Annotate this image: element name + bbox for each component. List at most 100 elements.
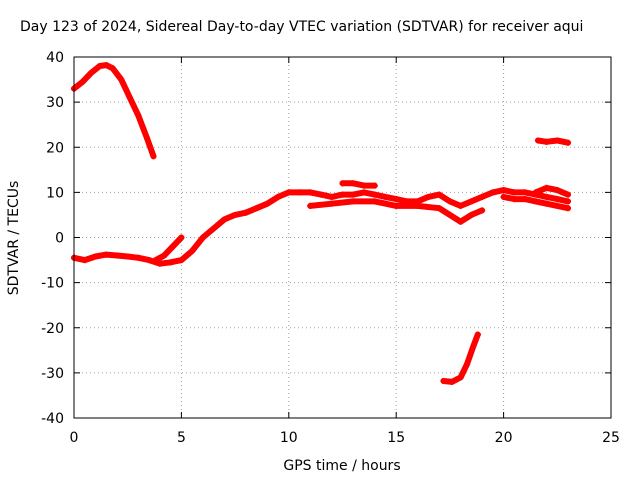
data-point — [565, 198, 572, 205]
data-point — [534, 137, 541, 144]
series-arc-9 — [339, 180, 378, 189]
data-point — [360, 189, 367, 196]
x-axis-label: GPS time / hours — [283, 458, 400, 474]
data-point — [457, 218, 464, 225]
data-point — [449, 378, 456, 385]
y-tick-label: 30 — [46, 95, 64, 111]
data-point — [371, 182, 378, 189]
data-point — [307, 189, 314, 196]
data-point — [565, 191, 572, 198]
series-arc-1 — [71, 62, 157, 160]
data-point — [318, 191, 325, 198]
data-point — [109, 65, 116, 72]
x-tick-label: 0 — [70, 430, 79, 446]
y-axis-label: SDTVAR / TECUs — [6, 181, 22, 296]
data-point — [189, 248, 196, 255]
data-point — [339, 191, 346, 198]
data-point — [144, 135, 151, 142]
series-layer — [71, 62, 572, 385]
data-point — [543, 138, 550, 145]
data-point — [464, 360, 471, 367]
data-point — [554, 202, 561, 209]
tick-layer: 0 5 10 15 20 25 40 30 20 10 0 -10 -20 -30 -40 — [41, 50, 620, 446]
y-tick-label: -10 — [41, 276, 64, 292]
data-point — [221, 216, 228, 223]
data-point — [81, 257, 88, 264]
data-point — [371, 191, 378, 198]
data-point — [468, 198, 475, 205]
data-point — [393, 202, 400, 209]
x-tick-label: 15 — [387, 430, 405, 446]
data-point — [489, 189, 496, 196]
data-point — [103, 251, 110, 258]
series-arc-4 — [152, 234, 185, 264]
series-arc-6 — [535, 137, 571, 146]
data-point — [150, 153, 157, 160]
data-point — [446, 211, 453, 218]
data-point — [126, 94, 133, 101]
data-point — [543, 193, 550, 200]
data-point — [146, 257, 153, 264]
data-point — [554, 137, 561, 144]
y-tick-label: -20 — [41, 321, 64, 337]
data-point — [511, 196, 518, 203]
data-point — [543, 184, 550, 191]
data-point — [152, 257, 159, 264]
data-point — [500, 193, 507, 200]
data-point — [470, 342, 477, 349]
data-point — [339, 180, 346, 187]
data-point — [554, 196, 561, 203]
grid-layer — [74, 57, 611, 418]
x-tick-label: 10 — [280, 430, 298, 446]
data-point — [565, 205, 572, 212]
data-point — [554, 187, 561, 194]
data-point — [178, 234, 185, 241]
data-point — [522, 189, 529, 196]
data-point — [232, 211, 239, 218]
series-arc-2 — [71, 187, 571, 267]
data-point — [350, 191, 357, 198]
x-tick-label: 25 — [602, 430, 620, 446]
data-point — [307, 202, 314, 209]
y-tick-label: 0 — [55, 231, 64, 247]
data-point — [96, 63, 103, 70]
data-point — [264, 200, 271, 207]
data-point — [474, 331, 481, 338]
data-point — [178, 257, 185, 264]
data-point — [161, 252, 168, 259]
data-point — [543, 200, 550, 207]
data-point — [199, 234, 206, 241]
data-point — [371, 198, 378, 205]
data-point — [393, 196, 400, 203]
data-point — [135, 112, 142, 119]
data-point — [92, 253, 99, 260]
data-point — [350, 198, 357, 205]
data-point — [436, 191, 443, 198]
data-point — [382, 193, 389, 200]
data-point — [167, 259, 174, 266]
data-point — [436, 205, 443, 212]
data-point — [285, 189, 292, 196]
data-point — [468, 211, 475, 218]
y-tick-label: 20 — [46, 140, 64, 156]
data-point — [440, 377, 447, 384]
data-point — [169, 243, 176, 250]
data-point — [156, 260, 163, 267]
data-point — [275, 193, 282, 200]
series-arc-8 — [532, 184, 571, 198]
data-point — [210, 225, 217, 232]
y-tick-label: 40 — [46, 50, 64, 66]
data-point — [118, 76, 125, 83]
data-point — [500, 187, 507, 194]
data-point — [425, 193, 432, 200]
data-point — [328, 200, 335, 207]
data-point — [457, 374, 464, 381]
data-point — [103, 62, 110, 69]
data-point — [479, 193, 486, 200]
x-tick-label: 20 — [495, 430, 513, 446]
chart-title: Day 123 of 2024, Sidereal Day-to-day VTE… — [20, 19, 583, 35]
data-point — [511, 189, 518, 196]
data-point — [135, 254, 142, 261]
data-point — [88, 69, 95, 76]
